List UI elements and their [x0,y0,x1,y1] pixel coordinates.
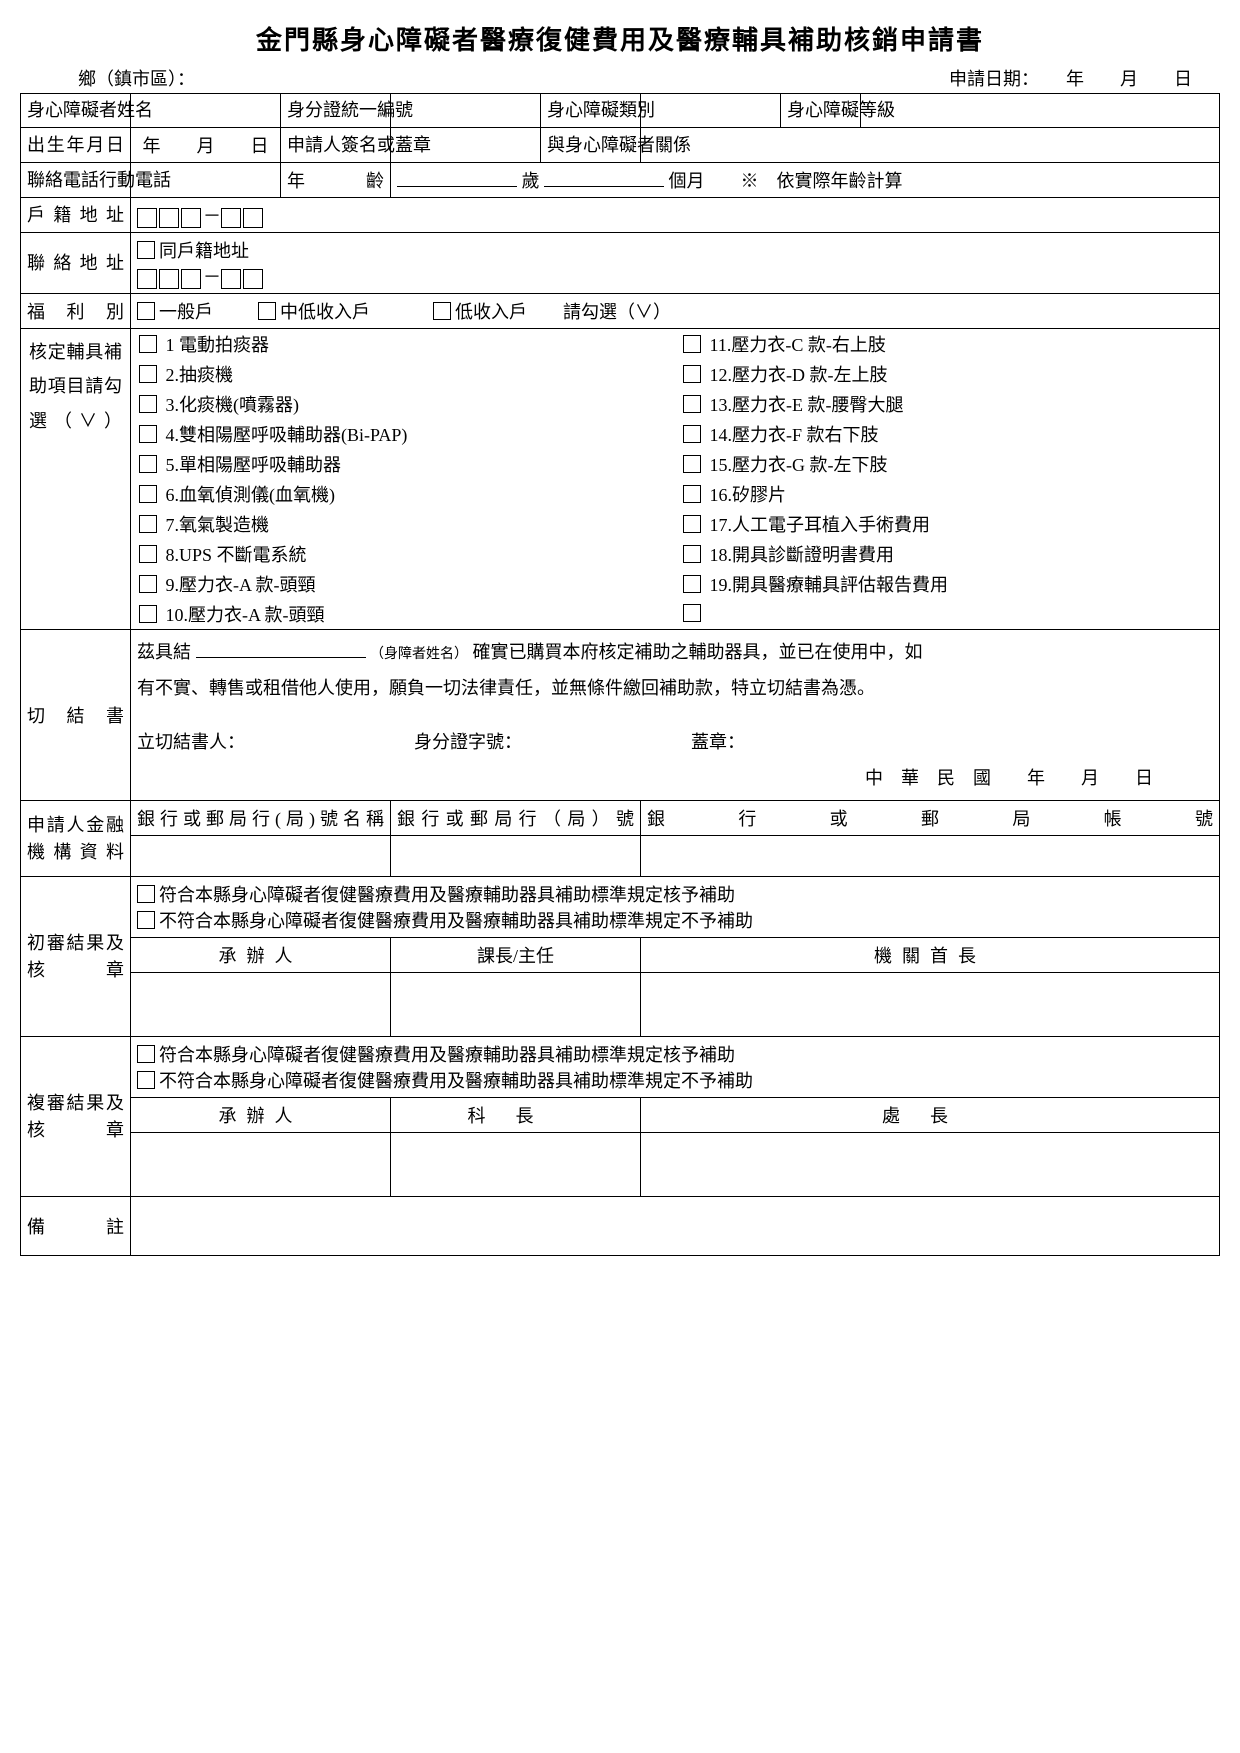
r2-sig3[interactable] [641,1133,1220,1197]
field-age[interactable]: 歲 個月 ※ 依實際年齡計算 [391,163,1220,198]
label-affidavit: 切結書 [21,630,131,801]
item-right-0[interactable]: 11.壓力衣-C 款-右上肢 [675,329,1219,359]
item-right-7[interactable]: 18.開具診斷證明書費用 [675,539,1219,569]
field-reg-addr[interactable]: － [131,198,1220,233]
item-left-4[interactable]: 5.單相陽壓呼吸輔助器 [131,449,675,479]
item-left-9[interactable]: 10.壓力衣-A 款-頭頸 [131,599,675,629]
review2-opt2: 不符合本縣身心障礙者復健醫療費用及醫療輔助器具補助標準規定不予補助 [159,1071,753,1091]
approved-items-area: 1 電動拍痰器 11.壓力衣-C 款-右上肢 2.抽痰機 12.壓力衣-D 款-… [131,329,1220,630]
aff-id[interactable]: 身分證字號： [414,732,522,752]
item-left-0[interactable]: 1 電動拍痰器 [131,329,675,359]
label-review1: 初審結果及核章 [21,877,131,1037]
label-approved-items: 核定輔具補助項目請勾選（∨） [21,329,131,630]
item-right-8[interactable]: 19.開具醫療輔具評估報告費用 [675,569,1219,599]
affidavit-body: 茲具結 （身障者姓名） 確實已購買本府核定補助之輔助器具，並已在使用中，如 有不… [131,630,1220,801]
label-name: 身心障礙者姓名 [21,94,131,128]
label-id: 身分證統一編號 [281,94,391,128]
r1-h1: 承辦人 [131,938,391,973]
label-remark: 備註 [21,1197,131,1256]
aff-date: 中 華 民 國 年 月 日 [137,760,1213,796]
bank-branch-label: 銀行或郵局行（局）號 [391,801,641,836]
welfare-hint: 請勾選（∨） [563,302,671,322]
label-type: 身心障礙類別 [541,94,641,128]
label-reg-addr: 戶籍地址 [21,198,131,233]
age-note: ※ 依實際年齡計算 [741,171,903,191]
r2-h3: 處長 [641,1098,1220,1133]
r1-sig3[interactable] [641,973,1220,1037]
label-review2: 複審結果及核章 [21,1037,131,1197]
item-right-3[interactable]: 14.壓力衣-F 款右下肢 [675,419,1219,449]
item-right-2[interactable]: 13.壓力衣-E 款-腰臀大腿 [675,389,1219,419]
r1-sig2[interactable] [391,973,641,1037]
r1-sig1[interactable] [131,973,391,1037]
item-right-6[interactable]: 17.人工電子耳植入手術費用 [675,509,1219,539]
field-welfare[interactable]: 一般戶 中低收入戶 低收入戶 請勾選（∨） [131,294,1220,329]
item-left-7[interactable]: 8.UPS 不斷電系統 [131,539,675,569]
item-left-3[interactable]: 4.雙相陽壓呼吸輔助器(Bi-PAP) [131,419,675,449]
label-level: 身心障礙等級 [781,94,861,128]
page-title: 金門縣身心障礙者醫療復健費用及醫療輔具補助核銷申請書 [20,20,1220,57]
review2-options[interactable]: 符合本縣身心障礙者復健醫療費用及醫療輔助器具補助標準規定核予補助 不符合本縣身心… [131,1037,1220,1098]
review1-options[interactable]: 符合本縣身心障礙者復健醫療費用及醫療輔助器具補助標準規定核予補助 不符合本縣身心… [131,877,1220,938]
field-contact-addr[interactable]: 同戶籍地址 － [131,233,1220,294]
r2-sig1[interactable] [131,1133,391,1197]
age-unit-year: 歲 [522,171,540,191]
field-level[interactable] [861,94,1220,128]
item-left-6[interactable]: 7.氧氣製造機 [131,509,675,539]
bank-account-label: 銀行或郵局帳號 [641,801,1220,836]
field-id[interactable] [391,94,541,128]
bank-account-field[interactable] [641,836,1220,877]
label-welfare: 福利別 [21,294,131,329]
age-unit-month: 個月 [669,171,705,191]
welfare-opt-0: 一般戶 [159,302,213,322]
field-name[interactable] [131,94,281,128]
welfare-opt-2: 低收入戶 [455,302,527,322]
label-contact-addr: 聯絡地址 [21,233,131,294]
item-left-5[interactable]: 6.血氧偵測儀(血氧機) [131,479,675,509]
review1-opt1: 符合本縣身心障礙者復健醫療費用及醫療輔助器具補助標準規定核予補助 [159,885,735,905]
bank-branch-field[interactable] [391,836,641,877]
item-left-8[interactable]: 9.壓力衣-A 款-頭頸 [131,569,675,599]
label-applicant: 申請人簽名或蓋章 [281,128,391,163]
aff-seal[interactable]: 蓋章： [691,732,745,752]
bank-name-label: 銀行或郵局行(局)號名稱 [131,801,391,836]
field-relation[interactable] [641,128,1220,163]
field-remark[interactable] [131,1197,1220,1256]
label-tel: 聯絡電話行動電話 [21,163,131,198]
item-left-1[interactable]: 2.抽痰機 [131,359,675,389]
review1-opt2: 不符合本縣身心障礙者復健醫療費用及醫療輔助器具補助標準規定不予補助 [159,911,753,931]
bank-name-field[interactable] [131,836,391,877]
review2-opt1: 符合本縣身心障礙者復健醫療費用及醫療輔助器具補助標準規定核予補助 [159,1045,735,1065]
label-relation: 與身心障礙者關係 [541,128,641,163]
r2-h2: 科長 [391,1098,641,1133]
label-age: 年 齡 [281,163,391,198]
r2-sig2[interactable] [391,1133,641,1197]
apply-date: 申請日期： 年 月 日 [949,65,1192,91]
r1-h3: 機關首長 [641,938,1220,973]
label-bank: 申請人金融機構資料 [21,801,131,877]
aff-signer[interactable]: 立切結書人： [137,732,245,752]
item-left-2[interactable]: 3.化痰機(噴霧器) [131,389,675,419]
same-address-label: 同戶籍地址 [159,241,249,261]
field-birth[interactable]: 年 月 日 [131,128,281,163]
label-birth: 出生年月日 [21,128,131,163]
item-right-4[interactable]: 15.壓力衣-G 款-左下肢 [675,449,1219,479]
item-right-9[interactable] [675,599,1219,629]
field-type[interactable] [641,94,781,128]
form-table: 身心障礙者姓名 身分證統一編號 身心障礙類別 身心障礙等級 出生年月日 年 月 … [20,93,1220,1256]
item-right-1[interactable]: 12.壓力衣-D 款-左上肢 [675,359,1219,389]
r1-h2: 課長/主任 [391,938,641,973]
item-right-5[interactable]: 16.矽膠片 [675,479,1219,509]
township-label: 鄉（鎮市區）： [78,65,195,91]
r2-h1: 承辦人 [131,1098,391,1133]
welfare-opt-1: 中低收入戶 [280,302,370,322]
